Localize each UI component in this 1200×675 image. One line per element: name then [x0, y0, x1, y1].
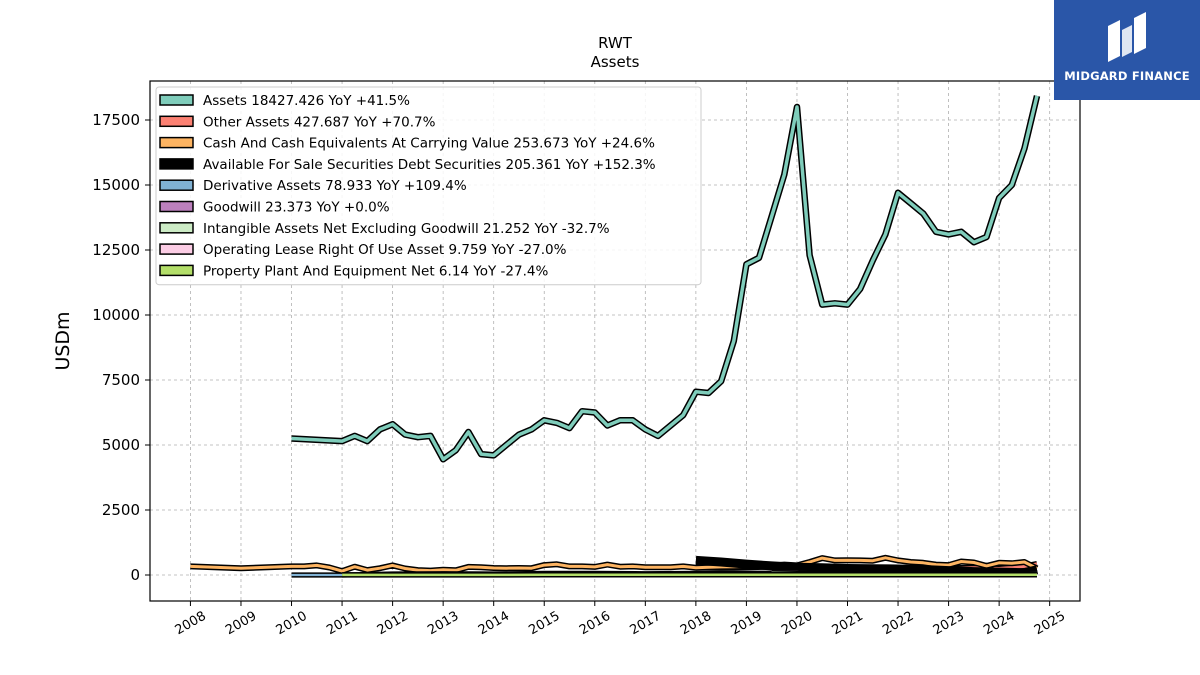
x-tick-label: 2009: [223, 609, 259, 639]
x-tick-label: 2025: [1032, 609, 1068, 639]
legend-item-label: Cash And Cash Equivalents At Carrying Va…: [203, 136, 655, 152]
y-tick-label: 7500: [102, 371, 140, 389]
series-line: [190, 556, 1038, 573]
legend-swatch: [159, 200, 194, 213]
legend-item-label: Other Assets 427.687 YoY +70.7%: [203, 114, 436, 130]
x-tick-label: 2011: [324, 609, 360, 639]
legend-item-label: Operating Lease Right Of Use Asset 9.759…: [203, 242, 567, 258]
legend-swatch: [159, 264, 194, 277]
legend-item-label: Assets 18427.426 YoY +41.5%: [203, 93, 410, 109]
x-tick-label: 2014: [476, 609, 512, 639]
legend-item-label: Available For Sale Securities Debt Secur…: [203, 157, 656, 173]
plot-frame: [149, 80, 1081, 602]
logo-mark-icon: [1108, 12, 1146, 62]
legend-swatch: [159, 115, 194, 128]
y-tick-label: 2500: [102, 501, 140, 519]
y-tick-label: 5000: [102, 436, 140, 454]
x-tick-label: 2018: [678, 609, 714, 639]
chart-subtitle: Assets: [591, 53, 640, 71]
legend-swatch: [159, 94, 194, 106]
x-tick-label: 2017: [627, 609, 663, 639]
x-tick-label: 2013: [425, 609, 461, 639]
legend-swatch: [159, 136, 194, 149]
legend-swatch: [159, 222, 194, 234]
chart-title: RWT: [598, 34, 633, 52]
y-tick-label: 17500: [92, 111, 140, 129]
legend: Assets 18427.426 YoY +41.5% Other Assets …: [155, 86, 702, 286]
x-tick-label: 2021: [830, 609, 866, 639]
x-tick-label: 2019: [729, 609, 765, 639]
x-tick-label: 2020: [779, 609, 815, 639]
legend-item-label: Derivative Assets 78.933 YoY +109.4%: [203, 178, 467, 194]
x-tick-label: 2022: [880, 609, 916, 639]
legend-swatch: [159, 243, 194, 255]
x-tick-label: 2016: [577, 609, 613, 639]
x-tick-label: 2012: [375, 609, 411, 639]
legend-item-label: Intangible Assets Net Excluding Goodwill…: [203, 221, 610, 237]
brand-logo: MIDGARD FINANCE: [1054, 0, 1200, 100]
x-tick-label: 2010: [274, 609, 310, 639]
legend-box: [155, 86, 702, 286]
y-tick-label: 0: [130, 566, 140, 584]
y-tick-label: 10000: [92, 306, 140, 324]
x-tick-label: 2024: [981, 609, 1017, 639]
legend-item-label: Goodwill 23.373 YoY +0.0%: [203, 200, 390, 216]
series-layer: [190, 95, 1041, 578]
x-tick-label: 2023: [931, 609, 967, 639]
legend-item-label: Property Plant And Equipment Net 6.14 Yo…: [203, 263, 548, 279]
x-tick-label: 2008: [173, 609, 209, 639]
x-tick-label: 2015: [526, 609, 562, 639]
series-line: [291, 95, 1039, 462]
legend-swatch: [159, 158, 194, 170]
y-tick-label: 15000: [92, 176, 140, 194]
logo-text: MIDGARD FINANCE: [1064, 69, 1190, 83]
legend-swatch: [159, 179, 194, 191]
y-tick-label: 12500: [92, 241, 140, 259]
y-axis-label: USDm: [52, 311, 74, 370]
